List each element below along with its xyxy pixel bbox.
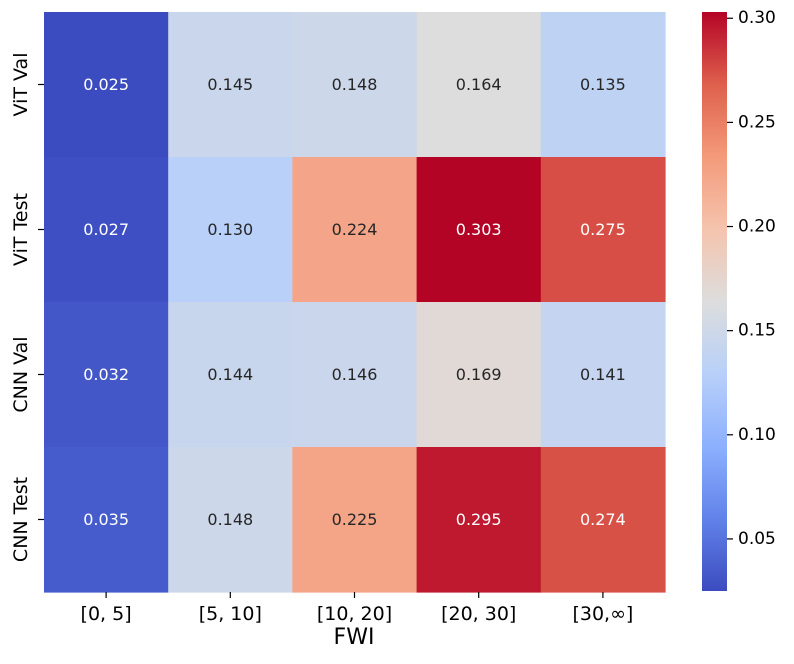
- cell-value-label-r2-c1: 0.144: [207, 365, 253, 384]
- cell-value-label-r2-c2: 0.146: [332, 365, 378, 384]
- x-tick-label-3: [20, 30]: [441, 603, 516, 625]
- heatmap-cell-r0-c1: [168, 12, 293, 158]
- cell-value-label-r0-c2: 0.148: [332, 75, 378, 94]
- cell-value-label-r1-c0: 0.027: [83, 220, 129, 239]
- cell-value-label-r3-c3: 0.295: [456, 510, 502, 529]
- colorbar-tick-label-0: 0.05: [738, 529, 776, 549]
- cell-value-label-r0-c1: 0.145: [207, 75, 253, 94]
- cell-value-label-r3-c4: 0.274: [580, 510, 626, 529]
- heatmap-cell-r2-c4: [540, 302, 666, 448]
- colorbar-tick-label-1: 0.10: [738, 425, 776, 445]
- colorbar-gradient: [702, 12, 727, 591]
- heatmap-cell-r1-c3: [416, 157, 542, 303]
- colorbar-tick-label-4: 0.25: [738, 112, 776, 132]
- heatmap-cell-r1-c0: [44, 157, 169, 303]
- y-axis: ViT Val ViT Test CNN Val CNN Test: [10, 53, 44, 562]
- cell-value-label-r3-c2: 0.225: [332, 510, 378, 529]
- cell-value-label-r3-c0: 0.035: [83, 510, 129, 529]
- heatmap-cell-r0-c0: [44, 12, 169, 158]
- cell-value-label-r3-c1: 0.148: [207, 510, 253, 529]
- cell-value-label-r1-c2: 0.224: [332, 220, 378, 239]
- heatmap-cell-r2-c0: [44, 302, 169, 448]
- heatmap-cell-r3-c0: [44, 447, 169, 593]
- heatmap-cell-r1-c1: [168, 157, 293, 303]
- y-tick-label-1: ViT Test: [10, 193, 32, 266]
- colorbar-tick-label-2: 0.15: [738, 321, 776, 341]
- cell-value-label-r0-c4: 0.135: [580, 75, 626, 94]
- cell-value-label-r1-c3: 0.303: [456, 220, 502, 239]
- heatmap-cell-r3-c1: [168, 447, 293, 593]
- heatmap-cell-r2-c1: [168, 302, 293, 448]
- colorbar-tick-label-3: 0.20: [738, 217, 776, 237]
- y-tick-label-3: CNN Test: [10, 477, 32, 562]
- x-tick-label-2: [10, 20]: [317, 603, 392, 625]
- cell-value-label-r1-c1: 0.130: [207, 220, 253, 239]
- cell-value-label-r0-c3: 0.164: [456, 75, 502, 94]
- heatmap-cell-r3-c4: [540, 447, 666, 593]
- x-axis: [0, 5] [5, 10] [10, 20] [20, 30] [30,∞]: [81, 592, 633, 625]
- heatmap-cell-r0-c2: [292, 12, 418, 158]
- heatmap-cell-r1-c4: [540, 157, 666, 303]
- heatmap-cell-r3-c3: [416, 447, 542, 593]
- heatmap-cells: 0.025 0.145 0.148 0.164 0.135 0.027 0.130 0.224…: [44, 12, 666, 593]
- colorbar-tick-label-5: 0.30: [738, 8, 776, 28]
- cell-value-label-r2-c0: 0.032: [83, 365, 129, 384]
- colorbar: 0.05 0.10 0.15 0.20 0.25 0.30: [702, 8, 776, 591]
- y-tick-label-2: CNN Val: [10, 336, 32, 412]
- heatmap-cell-r0-c3: [416, 12, 542, 158]
- x-tick-label-4: [30,∞]: [572, 603, 633, 625]
- y-tick-label-0: ViT Val: [10, 53, 32, 117]
- heatmap-cell-r0-c4: [540, 12, 666, 158]
- cell-value-label-r1-c4: 0.275: [580, 220, 626, 239]
- heatmap-cell-r3-c2: [292, 447, 418, 593]
- cell-value-label-r2-c4: 0.141: [580, 365, 626, 384]
- cell-value-label-r2-c3: 0.169: [456, 365, 502, 384]
- heatmap-cell-r1-c2: [292, 157, 418, 303]
- heatmap-cell-r2-c3: [416, 302, 542, 448]
- x-axis-title: FWI: [334, 625, 375, 650]
- heatmap-cell-r2-c2: [292, 302, 418, 448]
- x-tick-label-1: [5, 10]: [199, 603, 262, 625]
- cell-value-label-r0-c0: 0.025: [83, 75, 129, 94]
- x-tick-label-0: [0, 5]: [81, 603, 132, 625]
